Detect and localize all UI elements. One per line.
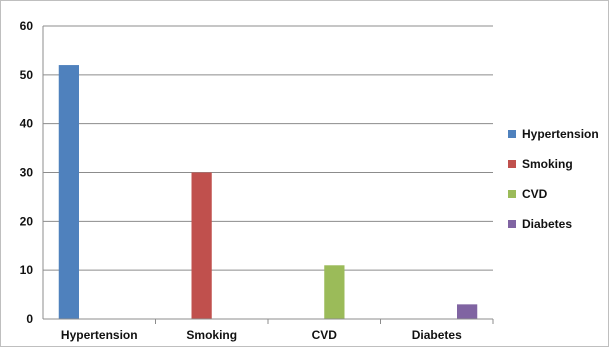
x-category-label-smoking: Smoking (186, 328, 237, 342)
y-tick-labels: 0 10 20 30 40 50 60 (20, 19, 34, 326)
x-category-label-hypertension: Hypertension (61, 328, 138, 342)
legend-swatch-hypertension (508, 130, 516, 138)
x-category-label-diabetes: Diabetes (412, 328, 462, 342)
y-tick-label-30: 30 (20, 166, 34, 180)
y-tick-label-60: 60 (20, 19, 34, 33)
y-tick-label-40: 40 (20, 117, 34, 131)
legend-label-smoking: Smoking (522, 157, 573, 171)
legend: Hypertension Smoking CVD Diabetes (508, 127, 599, 231)
legend-label-cvd: CVD (522, 187, 548, 201)
axes (42, 26, 494, 324)
legend-label-diabetes: Diabetes (522, 217, 572, 231)
legend-label-hypertension: Hypertension (522, 127, 599, 141)
legend-swatch-cvd (508, 190, 516, 198)
y-tick-label-0: 0 (26, 312, 33, 326)
bar-diabetes (457, 304, 478, 319)
legend-swatch-diabetes (508, 220, 516, 228)
bar-smoking (191, 172, 212, 319)
bar-cvd (324, 265, 345, 319)
x-category-label-cvd: CVD (312, 328, 338, 342)
bar-hypertension (58, 65, 79, 319)
bars (58, 65, 478, 319)
legend-swatch-smoking (508, 160, 516, 168)
y-tick-label-20: 20 (20, 214, 34, 228)
y-tick-label-10: 10 (20, 263, 34, 277)
y-tick-label-50: 50 (20, 68, 34, 82)
x-category-labels: Hypertension Smoking CVD Diabetes (61, 328, 462, 342)
gridlines (43, 25, 493, 271)
